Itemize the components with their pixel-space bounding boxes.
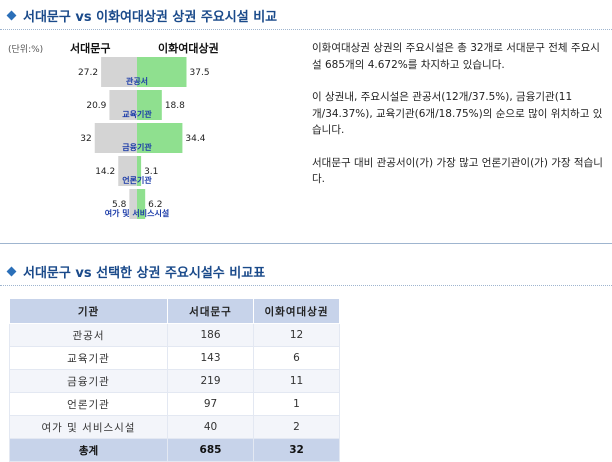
category-label: 금융기관 xyxy=(122,142,152,152)
description-panel: 이화여대상권 상권의 주요시설은 총 32개로 서대문구 전체 주요시설 685… xyxy=(312,40,608,204)
right-value-label: 37.5 xyxy=(190,68,210,78)
section-divider xyxy=(0,243,612,244)
section-title-table: 서대문구 vs 선택한 상권 주요시설수 비교표 xyxy=(4,262,265,281)
table-cell-value: 143 xyxy=(167,346,254,370)
legend-right-series: 이화여대상권 xyxy=(158,42,219,55)
section-title-comparison: 서대문구 vs 이화여대상권 상권 주요시설 비교 xyxy=(4,6,277,25)
table-cell-name: 언론기관 xyxy=(9,392,168,416)
section-title-text: 서대문구 vs 이화여대상권 상권 주요시설 비교 xyxy=(23,10,278,25)
description-paragraph: 서대문구 대비 관공서이(가) 가장 많고 언론기관이(가) 가장 적습니다. xyxy=(312,156,603,186)
table-cell-name: 관공서 xyxy=(9,323,168,347)
table-cell-total-value: 32 xyxy=(253,438,340,462)
table-cell-total-value: 685 xyxy=(167,438,254,462)
category-label: 여가 및 서비스시설 xyxy=(105,208,169,218)
table-cell-value: 40 xyxy=(167,415,254,439)
category-label: 언론기관 xyxy=(122,175,152,185)
table-cell-value: 186 xyxy=(167,323,254,347)
right-value-label: 3.1 xyxy=(144,167,158,177)
left-bar xyxy=(129,189,137,219)
right-bar xyxy=(137,189,146,219)
left-bar xyxy=(94,123,137,153)
table-cell-value: 1 xyxy=(253,392,340,416)
diverging-bar-chart: 27.2 37.5 관공서 20.9 18.8 교육기관 32 34.4 금융기관 14.2 3.1… xyxy=(78,57,210,219)
left-bar xyxy=(118,156,137,186)
diamond-bullet-icon xyxy=(6,266,17,277)
table-header-cell: 이화여대상권 xyxy=(253,298,340,324)
unit-label: (단위:%) xyxy=(8,45,44,55)
table-row: 언론기관 97 1 xyxy=(9,392,340,416)
table-row: 관공서 186 12 xyxy=(9,323,340,347)
table-header-cell: 기관 xyxy=(9,298,168,324)
table-row: 교육기관 143 6 xyxy=(9,346,340,370)
left-value-label: 5.8 xyxy=(112,200,127,210)
table-total-row: 총계 685 32 xyxy=(9,438,340,462)
left-value-label: 32 xyxy=(80,134,91,144)
table-cell-value: 219 xyxy=(167,369,254,393)
left-bar xyxy=(101,57,137,87)
section-divider xyxy=(0,29,612,30)
table-cell-value: 2 xyxy=(253,415,340,439)
right-bar xyxy=(137,123,183,153)
table-cell-value: 6 xyxy=(253,346,340,370)
left-value-label: 14.2 xyxy=(95,167,115,177)
table-cell-name: 교육기관 xyxy=(9,346,168,370)
table-header-cell: 서대문구 xyxy=(167,298,254,324)
facility-count-table: 기관 서대문구 이화여대상권 관공서 186 12 교육기관 143 6 금융기… xyxy=(9,298,340,462)
legend-left-series: 서대문구 xyxy=(70,42,111,55)
table-row: 여가 및 서비스시설 40 2 xyxy=(9,415,340,439)
right-bar xyxy=(137,57,187,87)
section-title-text: 서대문구 vs 선택한 상권 주요시설수 비교표 xyxy=(23,266,266,281)
right-bar xyxy=(137,90,162,120)
right-value-label: 34.4 xyxy=(185,134,205,144)
section-divider xyxy=(0,285,612,286)
table-cell-value: 97 xyxy=(167,392,254,416)
left-bar xyxy=(109,90,137,120)
table-row: 금융기관 219 11 xyxy=(9,369,340,393)
right-bar xyxy=(137,156,142,186)
category-label: 관공서 xyxy=(126,76,148,86)
left-value-label: 20.9 xyxy=(86,101,106,111)
table-cell-value: 11 xyxy=(253,369,340,393)
left-value-label: 27.2 xyxy=(78,68,98,78)
right-value-label: 18.8 xyxy=(165,101,185,111)
table-header-row: 기관 서대문구 이화여대상권 xyxy=(9,298,340,324)
description-paragraph: 이화여대상권 상권의 주요시설은 총 32개로 서대문구 전체 주요시설 685… xyxy=(312,42,600,71)
description-paragraph: 이 상권내, 주요시설은 관공서(12개/37.5%), 금융기관(11개/34… xyxy=(312,91,603,136)
table-cell-total-label: 총계 xyxy=(9,438,168,462)
table-cell-name: 여가 및 서비스시설 xyxy=(9,415,168,439)
right-value-label: 6.2 xyxy=(148,200,162,210)
category-label: 교육기관 xyxy=(122,109,152,119)
table-cell-value: 12 xyxy=(253,323,340,347)
table-cell-name: 금융기관 xyxy=(9,369,168,393)
